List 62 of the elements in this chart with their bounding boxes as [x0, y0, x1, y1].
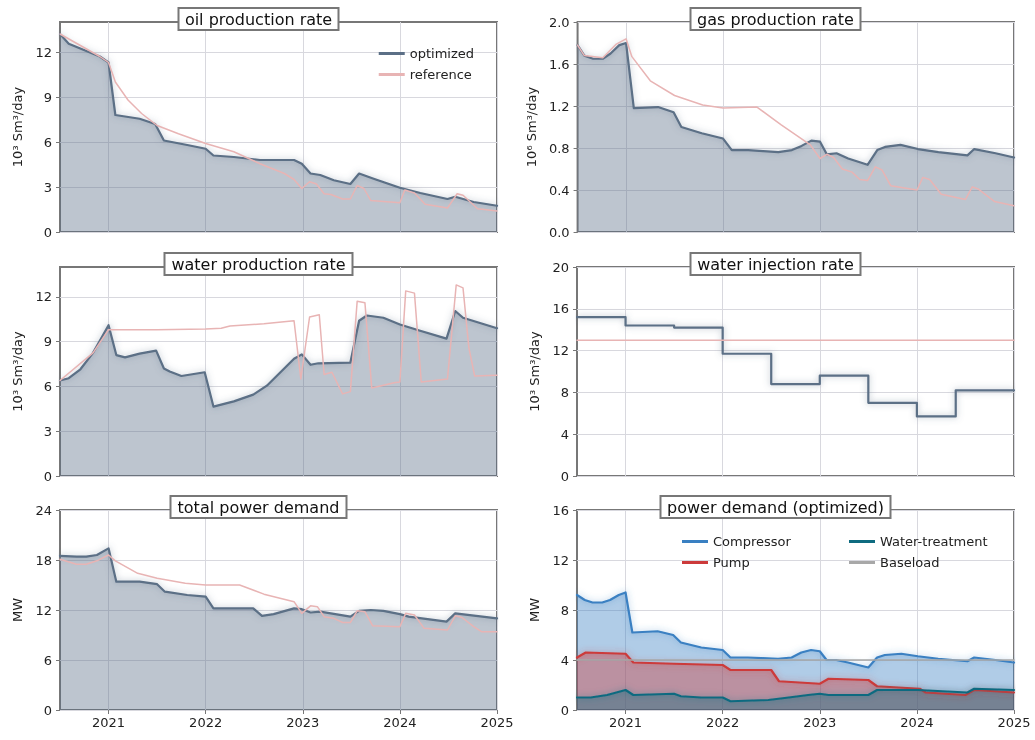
y-tick-label: 1.6	[548, 56, 570, 72]
y-tick-label: 8	[560, 602, 569, 618]
y-tick-label: 6	[43, 378, 52, 394]
x-tick-label: 2023	[286, 715, 320, 730]
chart-title: power demand (optimized)	[667, 497, 884, 517]
chart-title: gas production rate	[697, 9, 854, 29]
y-tick-label: 9	[43, 89, 52, 105]
y-tick-label: 9	[43, 334, 52, 350]
y-tick-label: 6	[43, 134, 52, 150]
legend-label: Compressor	[713, 534, 792, 549]
y-tick-label: 12	[35, 289, 52, 305]
legend-label: Pump	[713, 555, 750, 570]
y-axis-title: MW	[10, 597, 25, 623]
y-axis-title: MW	[527, 597, 542, 623]
y-tick-label: 20	[552, 259, 569, 275]
y-tick-label: 12	[552, 552, 569, 568]
chart-title: water production rate	[171, 254, 346, 274]
x-tick-label: 2022	[189, 715, 223, 730]
legend-label: Baseload	[880, 555, 940, 570]
y-tick-label: 0	[560, 702, 569, 718]
x-tick-label: 2021	[609, 715, 643, 730]
y-tick-label: 12	[35, 602, 52, 618]
y-tick-label: 0	[43, 702, 52, 718]
x-tick-label: 2025	[480, 715, 514, 730]
x-tick-label: 2024	[900, 715, 934, 730]
chart-title: water injection rate	[697, 254, 854, 274]
y-tick-label: 0.8	[548, 140, 570, 156]
legend-label: optimized	[409, 46, 474, 61]
y-tick-label: 8	[560, 384, 569, 400]
x-tick-label: 2023	[803, 715, 837, 730]
y-tick-label: 2.0	[548, 14, 570, 30]
y-tick-label: 18	[35, 552, 52, 568]
x-tick-label: 2024	[383, 715, 417, 730]
y-tick-label: 3	[43, 179, 52, 195]
y-tick-label: 4	[560, 652, 569, 668]
y-tick-label: 0.0	[548, 224, 570, 240]
y-tick-label: 4	[560, 426, 569, 442]
x-tick-label: 2022	[706, 715, 740, 730]
y-axis-title: 10³ Sm³/day	[10, 331, 25, 412]
chart-title: oil production rate	[184, 9, 333, 29]
y-axis-title: 10⁶ Sm³/day	[524, 86, 539, 168]
y-axis-title: 10³ Sm³/day	[527, 331, 542, 412]
y-tick-label: 16	[552, 502, 569, 518]
y-tick-label: 24	[35, 502, 52, 518]
y-tick-label: 12	[35, 44, 52, 60]
y-axis-title: 10³ Sm³/day	[10, 86, 25, 168]
y-tick-label: 16	[552, 301, 569, 317]
y-tick-label: 3	[43, 423, 52, 439]
chart-title: total power demand	[177, 497, 340, 517]
y-tick-label: 6	[43, 652, 52, 668]
y-tick-label: 0	[43, 468, 52, 484]
line-series	[59, 284, 498, 395]
y-tick-label: 12	[552, 343, 569, 359]
y-tick-label: 0	[560, 468, 569, 484]
y-tick-label: 1.2	[548, 98, 570, 114]
x-tick-label: 2021	[92, 715, 126, 730]
legend-label: Water-treatment	[880, 534, 988, 549]
y-tick-label: 0.4	[548, 182, 570, 198]
x-tick-label: 2025	[997, 715, 1031, 730]
legend-label: reference	[409, 67, 472, 82]
line-series	[59, 554, 498, 633]
y-tick-label: 0	[43, 224, 52, 240]
